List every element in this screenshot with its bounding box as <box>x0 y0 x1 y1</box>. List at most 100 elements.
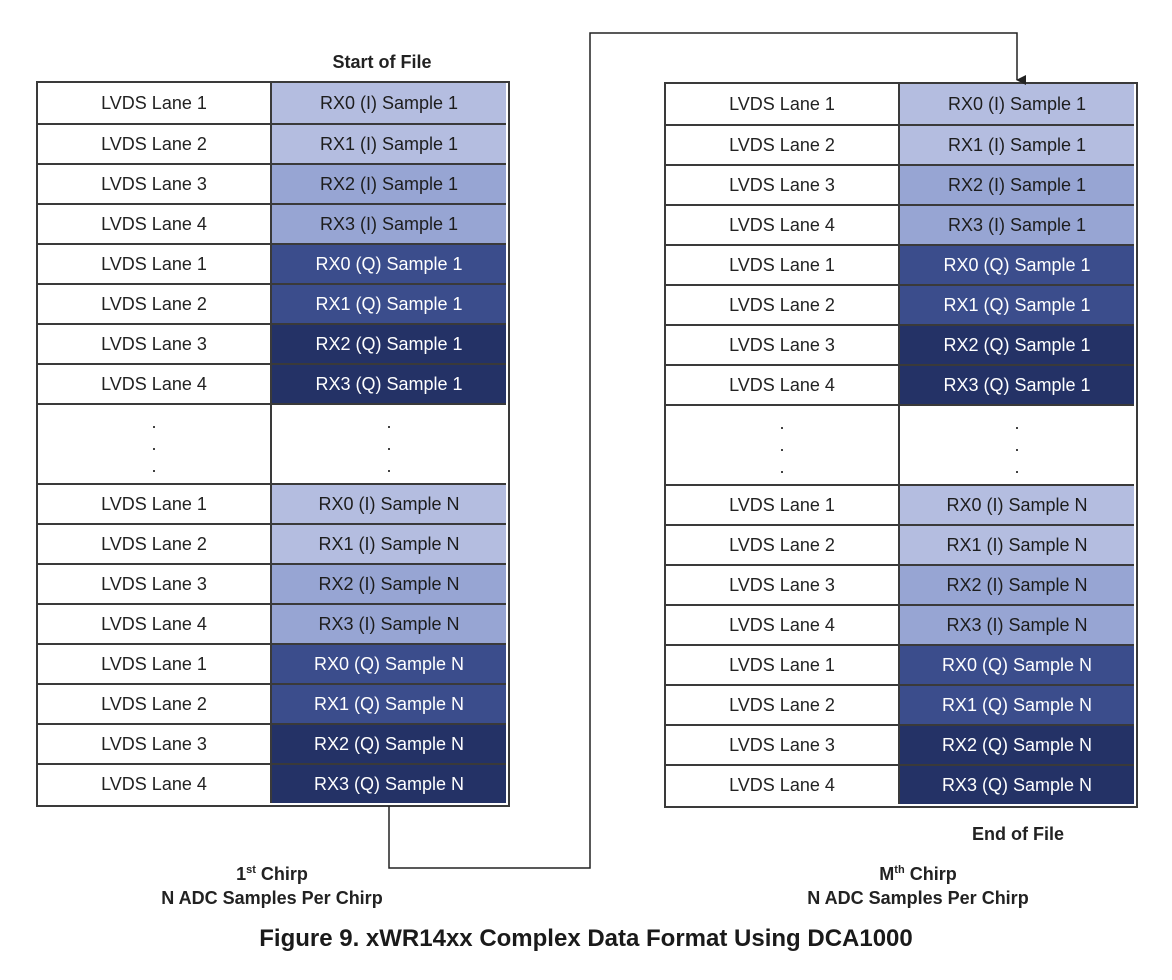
lvds-lane-cell: LVDS Lane 1 <box>38 645 272 683</box>
rx-sample-cell: RX1 (Q) Sample 1 <box>272 285 506 323</box>
mth-chirp-table: LVDS Lane 1 RX0 (I) Sample 1 LVDS Lane 2 RX… <box>664 82 1138 808</box>
data-row: LVDS Lane 3 RX2 (Q) Sample N <box>666 724 1134 764</box>
chirp-number: 1 <box>236 864 247 884</box>
rx-sample-cell: RX3 (I) Sample 1 <box>900 206 1134 244</box>
lvds-lane-cell: LVDS Lane 2 <box>38 685 272 723</box>
end-of-file-label: End of File <box>972 824 1064 844</box>
lvds-lane-cell: LVDS Lane 3 <box>38 565 272 603</box>
ellipsis-cell: ... <box>1014 413 1020 477</box>
lvds-lane-cell: LVDS Lane 3 <box>666 326 900 364</box>
lvds-lane-cell: LVDS Lane 4 <box>666 206 900 244</box>
data-row: LVDS Lane 2 RX1 (I) Sample 1 <box>666 124 1134 164</box>
rx-sample-cell: RX1 (I) Sample N <box>272 525 506 563</box>
rx-sample-cell: RX0 (I) Sample N <box>900 486 1134 524</box>
first-chirp-title: 1st Chirp <box>132 858 412 886</box>
rx-sample-cell: RX1 (I) Sample N <box>900 526 1134 564</box>
rx-sample-cell: RX3 (I) Sample 1 <box>272 205 506 243</box>
data-row: LVDS Lane 2 RX1 (I) Sample N <box>666 524 1134 564</box>
first-chirp-table: LVDS Lane 1 RX0 (I) Sample 1 LVDS Lane 2 RX… <box>36 81 510 807</box>
rx-sample-cell: RX2 (I) Sample 1 <box>272 165 506 203</box>
rx-sample-cell: RX2 (I) Sample 1 <box>900 166 1134 204</box>
rx-sample-cell: RX2 (Q) Sample 1 <box>900 326 1134 364</box>
samples-per-chirp-text: N ADC Samples Per Chirp <box>161 888 383 908</box>
chirp-word: Chirp <box>260 864 308 884</box>
data-row: LVDS Lane 2 RX1 (I) Sample N <box>38 523 506 563</box>
data-row: LVDS Lane 2 RX1 (Q) Sample N <box>38 683 506 723</box>
data-row: LVDS Lane 1 RX0 (I) Sample N <box>666 484 1134 524</box>
rx-sample-cell: RX3 (Q) Sample 1 <box>900 366 1134 404</box>
rx-sample-cell: RX2 (Q) Sample N <box>900 726 1134 764</box>
rx-sample-cell: RX3 (I) Sample N <box>900 606 1134 644</box>
data-row: LVDS Lane 3 RX2 (I) Sample N <box>666 564 1134 604</box>
samples-per-chirp-text: N ADC Samples Per Chirp <box>807 888 1029 908</box>
rx-sample-cell: RX1 (I) Sample 1 <box>900 126 1134 164</box>
rx-sample-cell: RX2 (I) Sample N <box>900 566 1134 604</box>
rx-sample-cell: RX0 (Q) Sample 1 <box>900 246 1134 284</box>
data-row: LVDS Lane 1 RX0 (Q) Sample 1 <box>38 243 506 283</box>
chirp-ordinal: th <box>894 864 905 876</box>
lvds-lane-cell: LVDS Lane 3 <box>666 726 900 764</box>
mth-chirp-title: Mth Chirp <box>778 858 1058 886</box>
chirp-number: M <box>879 864 895 884</box>
lvds-lane-cell: LVDS Lane 4 <box>666 606 900 644</box>
data-row: LVDS Lane 3 RX2 (Q) Sample N <box>38 723 506 763</box>
rx-sample-cell: RX1 (Q) Sample N <box>272 685 506 723</box>
rx-sample-cell: RX2 (Q) Sample N <box>272 725 506 763</box>
lvds-lane-cell: LVDS Lane 1 <box>666 486 900 524</box>
rx-sample-cell: RX0 (I) Sample 1 <box>900 84 1134 124</box>
data-row: LVDS Lane 4 RX3 (I) Sample 1 <box>666 204 1134 244</box>
chirp-word: Chirp <box>909 864 957 884</box>
figure-caption: Figure 9. xWR14xx Complex Data Format Us… <box>259 925 913 952</box>
rx-sample-cell: RX3 (Q) Sample 1 <box>272 365 506 403</box>
data-row: LVDS Lane 3 RX2 (I) Sample N <box>38 563 506 603</box>
lvds-lane-cell: LVDS Lane 3 <box>666 566 900 604</box>
rx-sample-cell: RX0 (I) Sample 1 <box>272 83 506 123</box>
rx-sample-cell: RX2 (I) Sample N <box>272 565 506 603</box>
rx-sample-cell: RX0 (Q) Sample 1 <box>272 245 506 283</box>
lvds-lane-cell: LVDS Lane 4 <box>38 365 272 403</box>
lvds-lane-cell: LVDS Lane 3 <box>38 165 272 203</box>
data-row: LVDS Lane 4 RX3 (I) Sample N <box>38 603 506 643</box>
data-row: LVDS Lane 1 RX0 (Q) Sample N <box>666 644 1134 684</box>
ellipsis-row: ...... <box>666 404 1134 484</box>
lvds-lane-cell: LVDS Lane 2 <box>666 126 900 164</box>
lvds-lane-cell: LVDS Lane 1 <box>666 646 900 684</box>
first-chirp-label: 1st Chirp N ADC Samples Per Chirp <box>132 858 412 910</box>
rx-sample-cell: RX0 (I) Sample N <box>272 485 506 523</box>
lvds-lane-cell: LVDS Lane 2 <box>38 285 272 323</box>
ellipsis-cell: ... <box>38 405 272 483</box>
data-row: LVDS Lane 3 RX2 (Q) Sample 1 <box>38 323 506 363</box>
data-row: LVDS Lane 3 RX2 (Q) Sample 1 <box>666 324 1134 364</box>
rx-sample-cell: RX1 (Q) Sample 1 <box>900 286 1134 324</box>
data-row: LVDS Lane 1 RX0 (Q) Sample 1 <box>666 244 1134 284</box>
data-row: LVDS Lane 1 RX0 (I) Sample 1 <box>38 83 506 123</box>
data-row: LVDS Lane 3 RX2 (I) Sample 1 <box>666 164 1134 204</box>
lvds-lane-cell: LVDS Lane 2 <box>38 525 272 563</box>
lvds-lane-cell: LVDS Lane 2 <box>38 125 272 163</box>
data-row: LVDS Lane 2 RX1 (Q) Sample N <box>666 684 1134 724</box>
rx-sample-cell: RX1 (I) Sample 1 <box>272 125 506 163</box>
data-row: LVDS Lane 2 RX1 (I) Sample 1 <box>38 123 506 163</box>
data-row: LVDS Lane 4 RX3 (I) Sample N <box>666 604 1134 644</box>
data-row: LVDS Lane 1 RX0 (Q) Sample N <box>38 643 506 683</box>
data-row: LVDS Lane 3 RX2 (I) Sample 1 <box>38 163 506 203</box>
lvds-lane-cell: LVDS Lane 3 <box>38 725 272 763</box>
rx-sample-cell: RX1 (Q) Sample N <box>900 686 1134 724</box>
lvds-lane-cell: LVDS Lane 4 <box>38 205 272 243</box>
lvds-lane-cell: LVDS Lane 4 <box>666 766 900 804</box>
data-row: LVDS Lane 1 RX0 (I) Sample 1 <box>666 84 1134 124</box>
lvds-lane-cell: LVDS Lane 2 <box>666 526 900 564</box>
start-of-file-label: Start of File <box>332 52 432 72</box>
lvds-lane-cell: LVDS Lane 1 <box>666 246 900 284</box>
data-row: LVDS Lane 4 RX3 (Q) Sample 1 <box>666 364 1134 404</box>
data-row: LVDS Lane 4 RX3 (Q) Sample N <box>38 763 506 803</box>
rx-sample-cell: RX3 (Q) Sample N <box>900 766 1134 804</box>
lvds-lane-cell: LVDS Lane 4 <box>666 366 900 404</box>
ellipsis-cell: ... <box>666 406 900 484</box>
data-row: LVDS Lane 4 RX3 (I) Sample 1 <box>38 203 506 243</box>
lvds-lane-cell: LVDS Lane 2 <box>666 686 900 724</box>
chirp-ordinal: st <box>246 864 256 876</box>
ellipsis-row: ...... <box>38 403 506 483</box>
data-row: LVDS Lane 2 RX1 (Q) Sample 1 <box>666 284 1134 324</box>
